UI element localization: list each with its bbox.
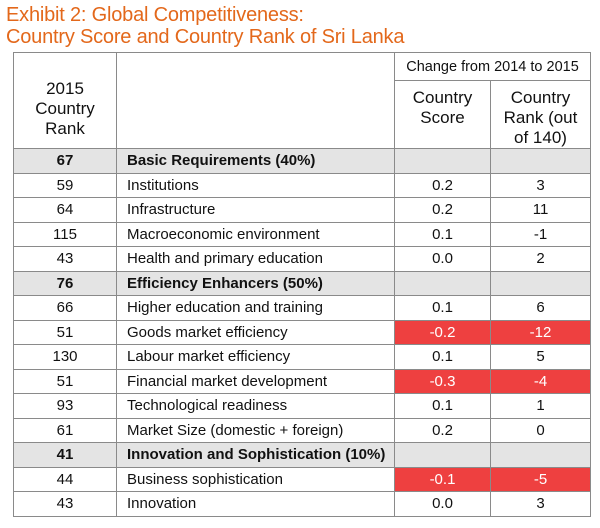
indicator-cell: Technological readiness: [116, 393, 395, 419]
rank-cell: 44: [13, 466, 117, 492]
indicator-cell: Institutions: [116, 172, 395, 198]
score-change-cell: [394, 270, 491, 296]
rank-cell: 59: [13, 172, 117, 198]
indicator-cell: Innovation and Sophistication (10%): [116, 442, 395, 468]
score-change-cell: 0.1: [394, 393, 491, 419]
score-change-cell: 0.1: [394, 295, 491, 321]
indicator-cell: Goods market efficiency: [116, 319, 395, 345]
header-country-rank: Country Rank (out of 140): [489, 80, 592, 149]
header-country-rank-line-3: of 140): [514, 128, 567, 147]
indicator-cell: Financial market development: [116, 368, 395, 394]
rank-cell: 76: [13, 270, 117, 296]
indicator-cell: Market Size (domestic + foreign): [116, 417, 395, 443]
score-change-cell: [394, 148, 491, 174]
indicator-cell: Efficiency Enhancers (50%): [116, 270, 395, 296]
title-line-1: Exhibit 2: Global Competitiveness:: [6, 4, 304, 26]
header-country-rank-line-2: Rank (out: [503, 108, 578, 127]
indicator-cell: Macroeconomic environment: [116, 221, 395, 247]
score-change-cell: -0.1: [394, 466, 491, 492]
indicator-cell: Business sophistication: [116, 466, 395, 492]
score-change-cell: 0.0: [394, 246, 491, 272]
table-row: 44 Business sophistication -0.1 -5: [13, 466, 592, 492]
rank-cell: 61: [13, 417, 117, 443]
rank-change-cell: 6: [489, 295, 592, 321]
score-change-cell: -0.3: [394, 368, 491, 394]
score-change-cell: 0.1: [394, 221, 491, 247]
table-row: 59 Institutions 0.2 3: [13, 172, 592, 198]
table-row: 66 Higher education and training 0.1 6: [13, 295, 592, 321]
indicator-cell: Higher education and training: [116, 295, 395, 321]
rank-cell: 115: [13, 221, 117, 247]
table-row: 43 Health and primary education 0.0 2: [13, 246, 592, 272]
rank-change-cell: 11: [489, 197, 592, 223]
score-change-cell: 0.0: [394, 491, 491, 517]
rank-change-cell: [489, 148, 592, 174]
header-indicator: [116, 52, 395, 149]
rank-change-cell: 0: [489, 417, 592, 443]
indicator-cell: Innovation: [116, 491, 395, 517]
rank-change-cell: 2: [489, 246, 592, 272]
table-body: 67 Basic Requirements (40%) 59 Institutions…: [13, 148, 592, 517]
header-score: Country Score: [394, 80, 491, 149]
rank-cell: 41: [13, 442, 117, 468]
title-line-2: Country Score and Country Rank of Sri La…: [6, 26, 405, 48]
rank-cell: 51: [13, 368, 117, 394]
rank-change-cell: 5: [489, 344, 592, 370]
exhibit-title: Exhibit 2: Global Competitiveness: Count…: [6, 4, 596, 48]
table-row: 61 Market Size (domestic + foreign) 0.2 0: [13, 417, 592, 443]
indicator-cell: Labour market efficiency: [116, 344, 395, 370]
rank-cell: 43: [13, 246, 117, 272]
rank-cell: 66: [13, 295, 117, 321]
table-row: 51 Goods market efficiency -0.2 -12: [13, 319, 592, 345]
indicator-cell: Infrastructure: [116, 197, 395, 223]
rank-change-cell: 1: [489, 393, 592, 419]
rank-cell: 93: [13, 393, 117, 419]
table-row: 115 Macroeconomic environment 0.1 -1: [13, 221, 592, 247]
rank-change-cell: 3: [489, 491, 592, 517]
table-row: 93 Technological readiness 0.1 1: [13, 393, 592, 419]
rank-cell: 67: [13, 148, 117, 174]
rank-cell: 130: [13, 344, 117, 370]
indicator-cell: Basic Requirements (40%): [116, 148, 395, 174]
section-row: 76 Efficiency Enhancers (50%): [13, 270, 592, 296]
section-row: 67 Basic Requirements (40%): [13, 148, 592, 174]
score-change-cell: -0.2: [394, 319, 491, 345]
rank-change-cell: -5: [489, 466, 592, 492]
rank-cell: 43: [13, 491, 117, 517]
rank-change-cell: -1: [489, 221, 592, 247]
rank-change-cell: 3: [489, 172, 592, 198]
header-change-group: Change from 2014 to 2015: [393, 52, 592, 81]
header-rank-line-3: Rank: [45, 119, 85, 138]
rank-cell: 64: [13, 197, 117, 223]
header-rank: 2015 Country Rank: [13, 52, 117, 149]
header-score-line-1: Country: [412, 88, 473, 107]
table-row: 130 Labour market efficiency 0.1 5: [13, 344, 592, 370]
competitiveness-table: 2015 Country Rank Change from 2014 to 20…: [13, 52, 592, 517]
score-change-cell: 0.2: [394, 417, 491, 443]
header-score-line-2: Score: [420, 108, 465, 127]
table-row: 51 Financial market development -0.3 -4: [13, 368, 592, 394]
header-country-rank-line-1: Country: [510, 88, 571, 107]
score-change-cell: 0.2: [394, 197, 491, 223]
section-row: 41 Innovation and Sophistication (10%): [13, 442, 592, 468]
header-rank-line-1: 2015: [46, 79, 84, 98]
score-change-cell: [394, 442, 491, 468]
score-change-cell: 0.1: [394, 344, 491, 370]
rank-change-cell: [489, 442, 592, 468]
rank-change-cell: -12: [489, 319, 592, 345]
indicator-cell: Health and primary education: [116, 246, 395, 272]
rank-change-cell: -4: [489, 368, 592, 394]
rank-change-cell: [489, 270, 592, 296]
table-row: 64 Infrastructure 0.2 11: [13, 197, 592, 223]
header-rank-line-2: Country: [35, 99, 95, 118]
rank-cell: 51: [13, 319, 117, 345]
table-row: 43 Innovation 0.0 3: [13, 491, 592, 517]
score-change-cell: 0.2: [394, 172, 491, 198]
